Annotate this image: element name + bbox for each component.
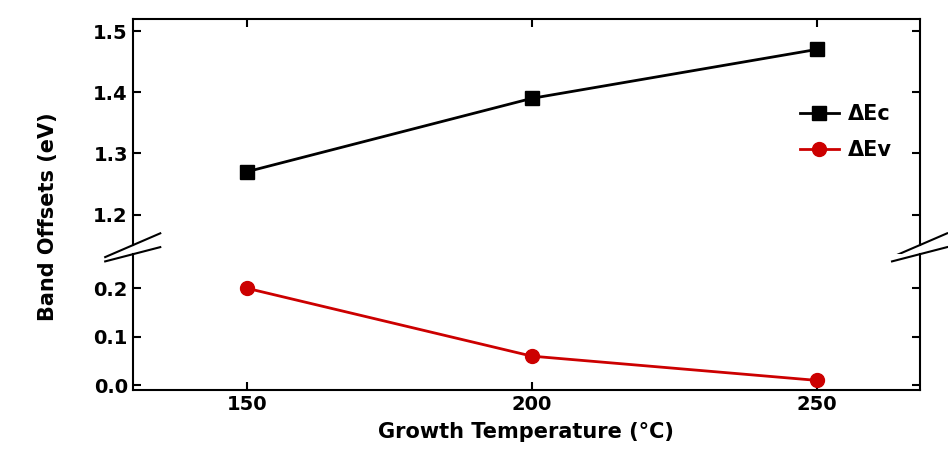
Text: Band Offsets (eV): Band Offsets (eV) <box>38 112 58 321</box>
Legend: ΔEc, ΔEv: ΔEc, ΔEv <box>792 96 900 168</box>
X-axis label: Growth Temperature (°C): Growth Temperature (°C) <box>378 422 674 442</box>
